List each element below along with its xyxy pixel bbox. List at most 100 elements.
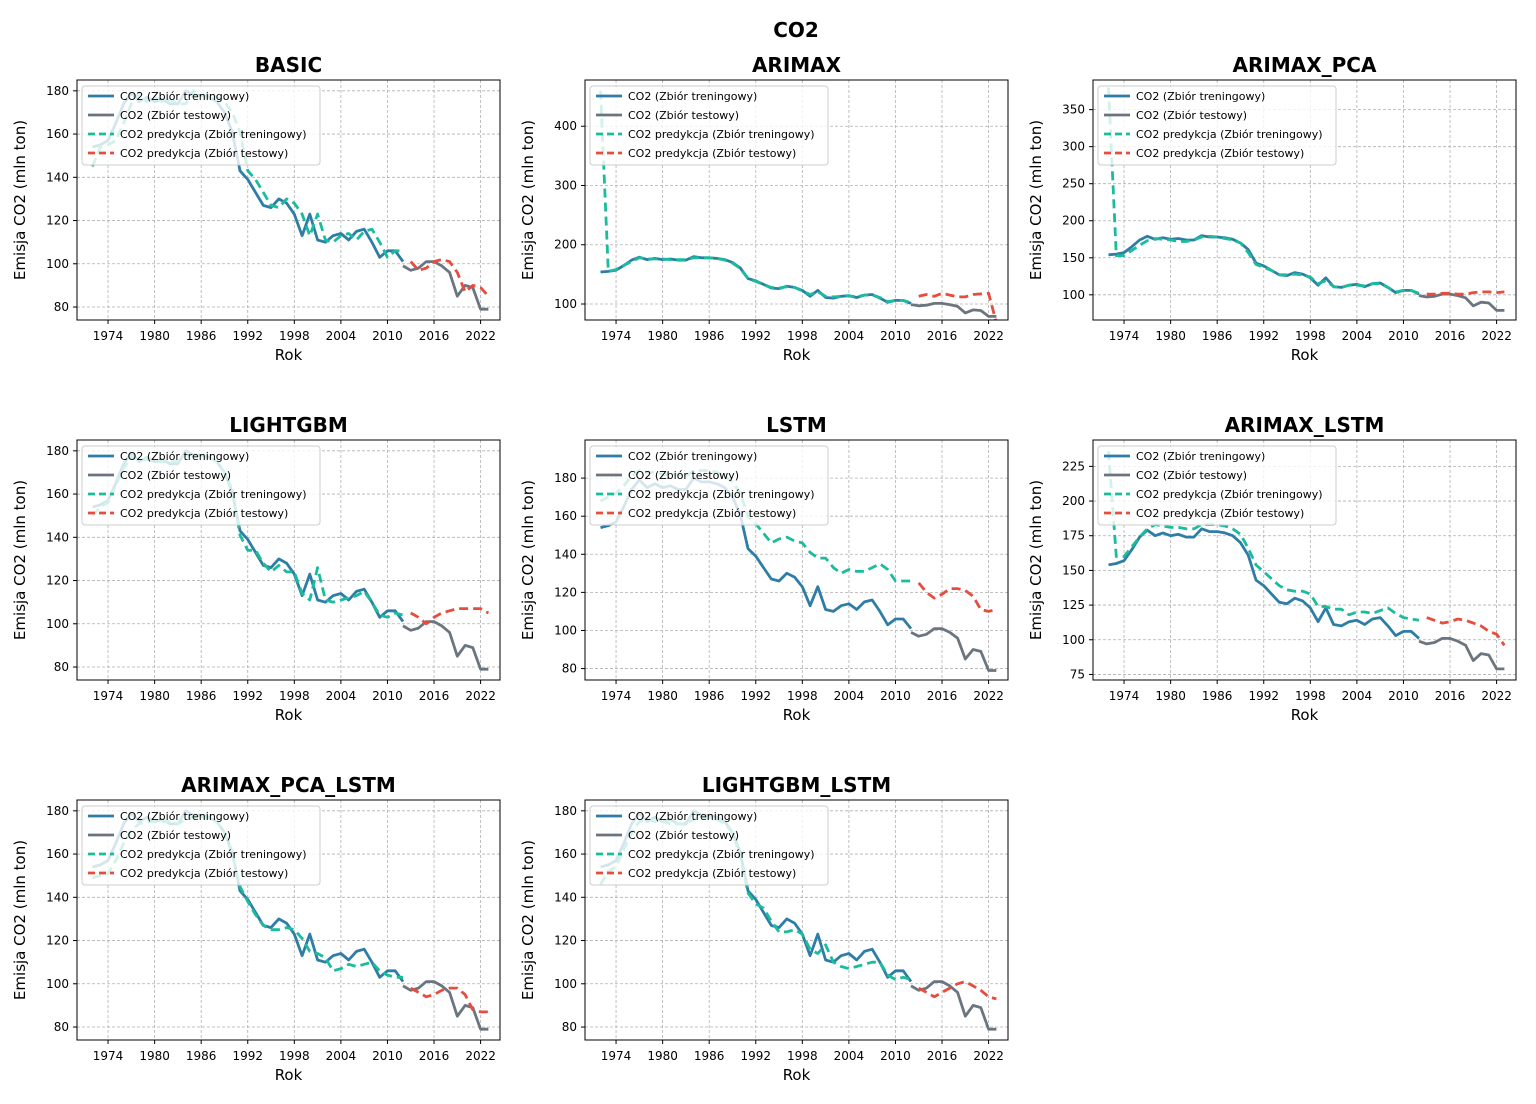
x-tick-label: 1980: [1155, 329, 1186, 343]
legend-box: [81, 445, 321, 526]
y-tick-label: 140: [554, 890, 577, 904]
legend-label: CO2 predykcja (Zbiór testowy): [120, 507, 288, 520]
plot-frame: [584, 439, 1009, 681]
x-tick-label: 1986: [694, 1049, 725, 1063]
legend-label: CO2 (Zbiór testowy): [120, 829, 231, 842]
y-tick-label: 160: [554, 509, 577, 523]
y-tick-label: 125: [1062, 598, 1085, 612]
panel-title: LIGHTGBM: [229, 413, 348, 437]
x-tick-label: 2016: [927, 689, 958, 703]
prediction-test-line: [918, 980, 997, 1001]
y-tick-label: 80: [54, 300, 69, 314]
panel-lstm: 1974 1980 1986 1992 1998 2004 2010 2016 2022 80 10…: [519, 413, 1009, 724]
x-tick-label: 2016: [1435, 689, 1466, 703]
legend-box: [589, 445, 829, 526]
plot-frame: [1092, 439, 1517, 681]
legend-label: CO2 predykcja (Zbiór testowy): [628, 867, 796, 880]
y-tick-label: 120: [554, 585, 577, 599]
legend-box: [81, 85, 321, 166]
legend-label: CO2 (Zbiór treningowy): [1136, 450, 1265, 463]
legend-label: CO2 (Zbiór testowy): [628, 829, 739, 842]
x-tick-label: 1980: [647, 1049, 678, 1063]
x-tick-label: 1986: [1202, 329, 1233, 343]
legend-box: [589, 85, 829, 166]
plot-frame: [76, 799, 501, 1041]
x-tick-label: 1992: [740, 689, 771, 703]
panels-group: 1974 1980 1986 1992 1998 2004 2010 2016 2022 80 10…: [11, 53, 1517, 1084]
x-tick-label: 2004: [834, 1049, 865, 1063]
x-tick-label: 2004: [326, 329, 357, 343]
x-tick-label: 2016: [927, 329, 958, 343]
x-tick-label: 1974: [1109, 689, 1140, 703]
x-tick-label: 2016: [419, 689, 450, 703]
test-line: [910, 627, 997, 672]
y-tick-label: 160: [46, 847, 69, 861]
legend-label: CO2 (Zbiór treningowy): [628, 810, 757, 823]
panel-lightgbm: 1974 1980 1986 1992 1998 2004 2010 2016 2022 80 10…: [11, 413, 501, 724]
x-tick-label: 2010: [880, 689, 911, 703]
panel-title: BASIC: [255, 53, 322, 77]
y-axis-label: Emisja CO2 (mln ton): [519, 120, 537, 280]
y-tick-label: 160: [46, 127, 69, 141]
x-tick-label: 1992: [740, 329, 771, 343]
test-line: [402, 260, 489, 311]
y-axis-label: Emisja CO2 (mln ton): [1027, 480, 1045, 640]
legend-label: CO2 predykcja (Zbiór treningowy): [1136, 488, 1323, 501]
x-tick-label: 1998: [279, 329, 310, 343]
legend-label: CO2 predykcja (Zbiór treningowy): [120, 488, 307, 501]
train-line: [1108, 527, 1420, 640]
y-tick-label: 180: [554, 804, 577, 818]
y-axis-label: Emisja CO2 (mln ton): [1027, 120, 1045, 280]
y-tick-label: 180: [46, 444, 69, 458]
y-tick-label: 140: [46, 530, 69, 544]
x-tick-label: 2010: [1388, 689, 1419, 703]
y-axis-label: Emisja CO2 (mln ton): [519, 480, 537, 640]
x-tick-label: 2022: [1481, 329, 1512, 343]
legend: CO2 (Zbiór treningowy) CO2 (Zbiór testowy…: [589, 85, 829, 166]
legend-label: CO2 (Zbiór treningowy): [120, 450, 249, 463]
legend: CO2 (Zbiór treningowy) CO2 (Zbiór testowy…: [81, 805, 321, 886]
x-tick-label: 1992: [232, 1049, 263, 1063]
x-tick-label: 1980: [139, 689, 170, 703]
legend: CO2 (Zbiór treningowy) CO2 (Zbiór testowy…: [1097, 445, 1337, 526]
legend-label: CO2 predykcja (Zbiór treningowy): [120, 128, 307, 141]
legend-label: CO2 predykcja (Zbiór testowy): [120, 147, 288, 160]
x-tick-label: 1974: [93, 689, 124, 703]
test-line: [402, 980, 489, 1031]
x-axis-label: Rok: [783, 346, 811, 364]
y-tick-label: 100: [1062, 288, 1085, 302]
plot-frame: [76, 79, 501, 321]
y-tick-label: 250: [1062, 177, 1085, 191]
prediction-test-line: [410, 607, 490, 626]
legend-label: CO2 predykcja (Zbiór treningowy): [628, 488, 815, 501]
x-tick-label: 1992: [1248, 689, 1279, 703]
x-tick-label: 2004: [1342, 329, 1373, 343]
y-axis-label: Emisja CO2 (mln ton): [11, 480, 29, 640]
x-tick-label: 1998: [1295, 689, 1326, 703]
x-tick-label: 2016: [419, 1049, 450, 1063]
legend-box: [1097, 85, 1337, 166]
x-tick-label: 1974: [601, 689, 632, 703]
x-tick-label: 2010: [372, 689, 403, 703]
x-tick-label: 2022: [973, 1049, 1004, 1063]
y-tick-label: 300: [554, 178, 577, 192]
legend-label: CO2 predykcja (Zbiór testowy): [1136, 147, 1304, 160]
y-tick-label: 100: [46, 617, 69, 631]
test-line: [910, 980, 997, 1031]
y-tick-label: 80: [54, 660, 69, 674]
x-tick-label: 1992: [1248, 329, 1279, 343]
y-tick-label: 120: [46, 574, 69, 588]
y-tick-label: 80: [54, 1020, 69, 1034]
legend-label: CO2 predykcja (Zbiór treningowy): [120, 848, 307, 861]
x-tick-label: 2022: [465, 689, 496, 703]
legend-label: CO2 (Zbiór testowy): [120, 109, 231, 122]
y-tick-label: 100: [46, 257, 69, 271]
legend-label: CO2 predykcja (Zbiór treningowy): [628, 128, 815, 141]
x-tick-label: 2010: [880, 329, 911, 343]
x-tick-label: 1998: [1295, 329, 1326, 343]
x-tick-label: 1974: [1109, 329, 1140, 343]
prediction-train-line: [1107, 87, 1420, 295]
y-tick-label: 160: [46, 487, 69, 501]
legend-label: CO2 (Zbiór treningowy): [628, 450, 757, 463]
x-tick-label: 2022: [465, 329, 496, 343]
